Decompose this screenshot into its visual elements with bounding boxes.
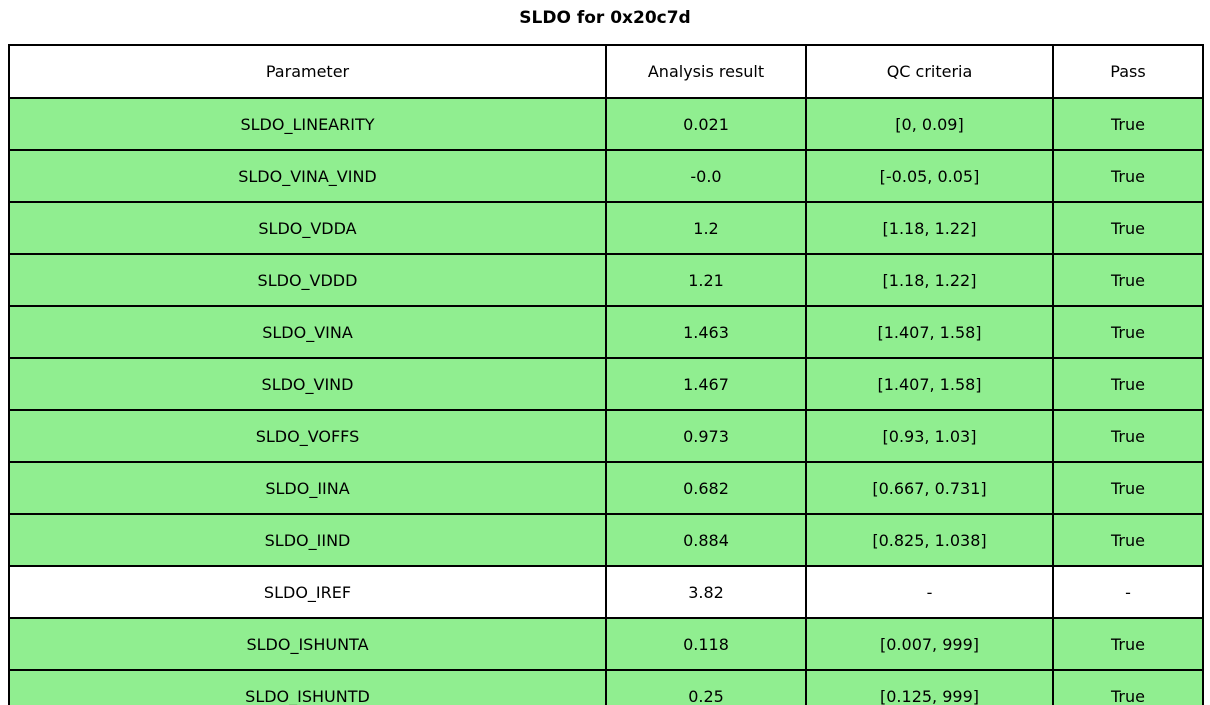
cell-parameter: SLDO_IIND xyxy=(8,513,607,567)
cell-criteria: [1.407, 1.58] xyxy=(805,305,1054,359)
cell-parameter: SLDO_VIND xyxy=(8,357,607,411)
cell-criteria: [0.125, 999] xyxy=(805,669,1054,705)
cell-result: 0.682 xyxy=(605,461,807,515)
cell-criteria: [1.407, 1.58] xyxy=(805,357,1054,411)
table-row: SLDO_VDDD 1.21 [1.18, 1.22] True xyxy=(8,253,1204,307)
cell-pass: True xyxy=(1052,97,1204,151)
cell-pass: True xyxy=(1052,409,1204,463)
cell-result: 1.467 xyxy=(605,357,807,411)
cell-criteria: [0, 0.09] xyxy=(805,97,1054,151)
table-row: SLDO_IIND 0.884 [0.825, 1.038] True xyxy=(8,513,1204,567)
table-body: SLDO_LINEARITY 0.021 [0, 0.09] True SLDO_VIN… xyxy=(8,97,1204,705)
column-header-parameter: Parameter xyxy=(8,44,607,99)
cell-parameter: SLDO_VINA xyxy=(8,305,607,359)
cell-parameter: SLDO_VOFFS xyxy=(8,409,607,463)
cell-criteria: [0.93, 1.03] xyxy=(805,409,1054,463)
cell-result: 1.463 xyxy=(605,305,807,359)
cell-pass: True xyxy=(1052,253,1204,307)
cell-parameter: SLDO_IINA xyxy=(8,461,607,515)
cell-result: 0.884 xyxy=(605,513,807,567)
table-row: SLDO_VOFFS 0.973 [0.93, 1.03] True xyxy=(8,409,1204,463)
cell-result: 0.25 xyxy=(605,669,807,705)
table-row: SLDO_LINEARITY 0.021 [0, 0.09] True xyxy=(8,97,1204,151)
cell-pass: True xyxy=(1052,513,1204,567)
cell-criteria: - xyxy=(805,565,1054,619)
cell-parameter: SLDO_IREF xyxy=(8,565,607,619)
cell-parameter: SLDO_ISHUNTA xyxy=(8,617,607,671)
cell-parameter: SLDO_ISHUNTD xyxy=(8,669,607,705)
cell-pass: True xyxy=(1052,669,1204,705)
cell-criteria: [0.007, 999] xyxy=(805,617,1054,671)
cell-pass: - xyxy=(1052,565,1204,619)
cell-criteria: [1.18, 1.22] xyxy=(805,201,1054,255)
cell-parameter: SLDO_VDDD xyxy=(8,253,607,307)
column-header-qc-criteria: QC criteria xyxy=(805,44,1054,99)
column-header-analysis-result: Analysis result xyxy=(605,44,807,99)
cell-result: 0.973 xyxy=(605,409,807,463)
page-title: SLDO for 0x20c7d xyxy=(519,8,691,28)
table-row: SLDO_IREF 3.82- - xyxy=(8,565,1204,619)
cell-pass: True xyxy=(1052,617,1204,671)
cell-criteria: [-0.05, 0.05] xyxy=(805,149,1054,203)
cell-result: 1.21 xyxy=(605,253,807,307)
cell-parameter: SLDO_VDDA xyxy=(8,201,607,255)
table-row: SLDO_VDDA 1.2 [1.18, 1.22] True xyxy=(8,201,1204,255)
qc-table: Parameter Analysis result QC criteria Pa… xyxy=(8,44,1204,705)
table-row: SLDO_VIND 1.467 [1.407, 1.58] True xyxy=(8,357,1204,411)
table-header-row: Parameter Analysis result QC criteria Pa… xyxy=(8,44,1204,99)
cell-result: -0.0 xyxy=(605,149,807,203)
table-row: SLDO_ISHUNTA 0.118 [0.007, 999] True xyxy=(8,617,1204,671)
cell-result: 0.021 xyxy=(605,97,807,151)
cell-criteria: [1.18, 1.22] xyxy=(805,253,1054,307)
cell-result: 0.118 xyxy=(605,617,807,671)
cell-criteria: [0.667, 0.731] xyxy=(805,461,1054,515)
cell-pass: True xyxy=(1052,201,1204,255)
cell-pass: True xyxy=(1052,149,1204,203)
table-row: SLDO_IINA 0.682 [0.667, 0.731] True xyxy=(8,461,1204,515)
column-header-pass: Pass xyxy=(1052,44,1204,99)
cell-pass: True xyxy=(1052,461,1204,515)
cell-parameter: SLDO_LINEARITY xyxy=(8,97,607,151)
table-row: SLDO_VINA 1.463 [1.407, 1.58] True xyxy=(8,305,1204,359)
table-row: SLDO_VINA_VIND -0.0 [-0.05, 0.05] True xyxy=(8,149,1204,203)
cell-result: 1.2 xyxy=(605,201,807,255)
cell-pass: True xyxy=(1052,357,1204,411)
cell-parameter: SLDO_VINA_VIND xyxy=(8,149,607,203)
table-row: SLDO_ISHUNTD 0.25 [0.125, 999] True xyxy=(8,669,1204,705)
cell-criteria: [0.825, 1.038] xyxy=(805,513,1054,567)
cell-result: 3.82 xyxy=(605,565,807,619)
cell-pass: True xyxy=(1052,305,1204,359)
